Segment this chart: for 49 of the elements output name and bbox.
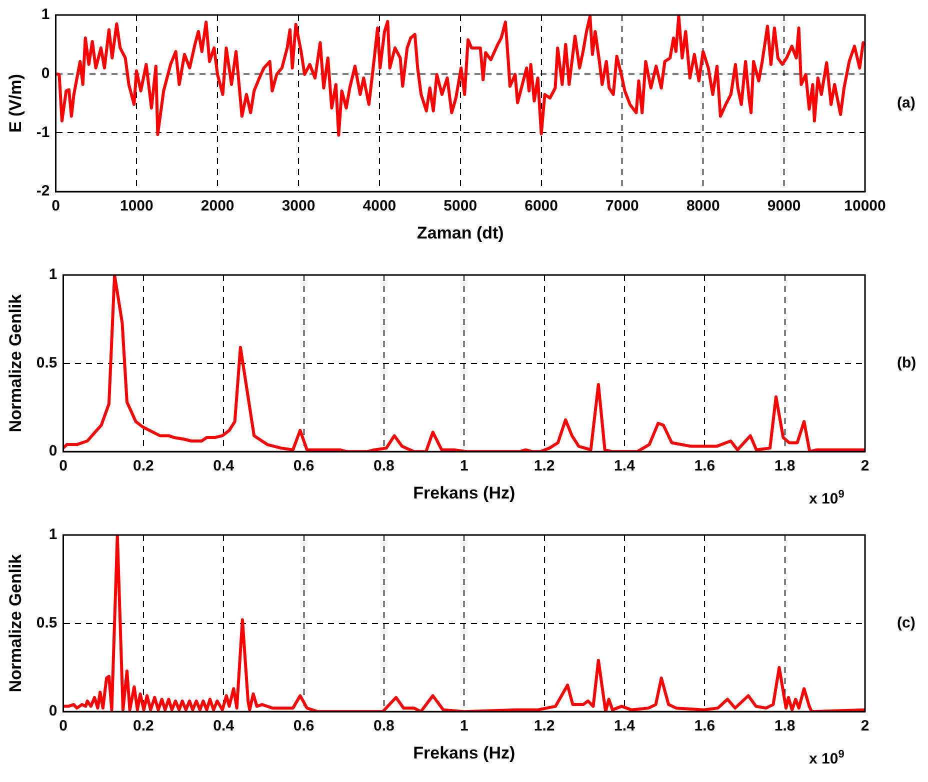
x-tick-label: 1 [460, 718, 468, 735]
y-tick-label: 0.5 [36, 614, 58, 632]
y-axis-title: E (V/m) [6, 74, 25, 133]
x-tick-label: 0.6 [293, 718, 314, 735]
x-tick-label: 2 [860, 718, 870, 735]
x-tick-label: 1.4 [614, 718, 636, 735]
x-tick-label: 5000 [444, 198, 478, 215]
x-tick-label: 1.2 [534, 458, 555, 475]
x-tick-label: 8000 [686, 198, 720, 215]
x-tick-label: 6000 [524, 198, 558, 215]
x-tick-label: 1.6 [694, 458, 716, 475]
x-tick-label: 1.8 [774, 718, 796, 735]
x-tick-label: 7000 [606, 198, 639, 215]
y-axis-title: Normalize Genlik [6, 294, 25, 432]
y-tick-label: -1 [36, 124, 50, 141]
text: (c) [897, 614, 916, 632]
x-tick-label: 3000 [282, 198, 316, 215]
x-tick-label: 0.8 [374, 718, 394, 735]
y-axis-title: Normalize Genlik [6, 554, 25, 692]
x-tick-label: 1000 [120, 198, 154, 215]
y-tick-label: 1 [41, 6, 50, 24]
y-tick-label: 0.5 [36, 354, 58, 372]
x-axis-title: Zaman (dt) [416, 223, 504, 242]
x-tick-label: 0.2 [132, 458, 154, 475]
x-axis-title: Frekans (Hz) [413, 743, 516, 762]
x-tick-label: 2000 [200, 198, 234, 215]
text: (a) [897, 94, 916, 112]
x-tick-label: 9000 [767, 198, 801, 215]
x-tick-label: 1.6 [694, 718, 716, 735]
y-tick-label: -2 [36, 182, 50, 200]
y-tick-label: 1 [48, 526, 58, 544]
x-tick-label: 10000 [844, 198, 886, 215]
x-tick-label: 0.8 [374, 458, 394, 475]
x-tick-label: 0.4 [213, 458, 235, 475]
x-axis-title: Frekans (Hz) [413, 483, 516, 502]
x-tick-label: 1.4 [614, 458, 636, 475]
y-tick-label: 0 [48, 702, 58, 720]
x-tick-label: 0.6 [293, 458, 314, 475]
x-tick-label: 4000 [362, 198, 396, 215]
x-tick-label: 0.2 [132, 718, 154, 735]
x-tick-label: 0.4 [213, 718, 235, 735]
y-tick-label: 0 [48, 442, 58, 460]
x-tick-label: 1 [460, 458, 468, 475]
x-tick-label: 2 [860, 458, 870, 475]
y-tick-label: 1 [48, 266, 58, 284]
text: (b) [897, 354, 916, 372]
y-tick-label: 0 [41, 65, 50, 82]
x-tick-label: 1.2 [534, 718, 555, 735]
x-tick-label: 1.8 [774, 458, 796, 475]
